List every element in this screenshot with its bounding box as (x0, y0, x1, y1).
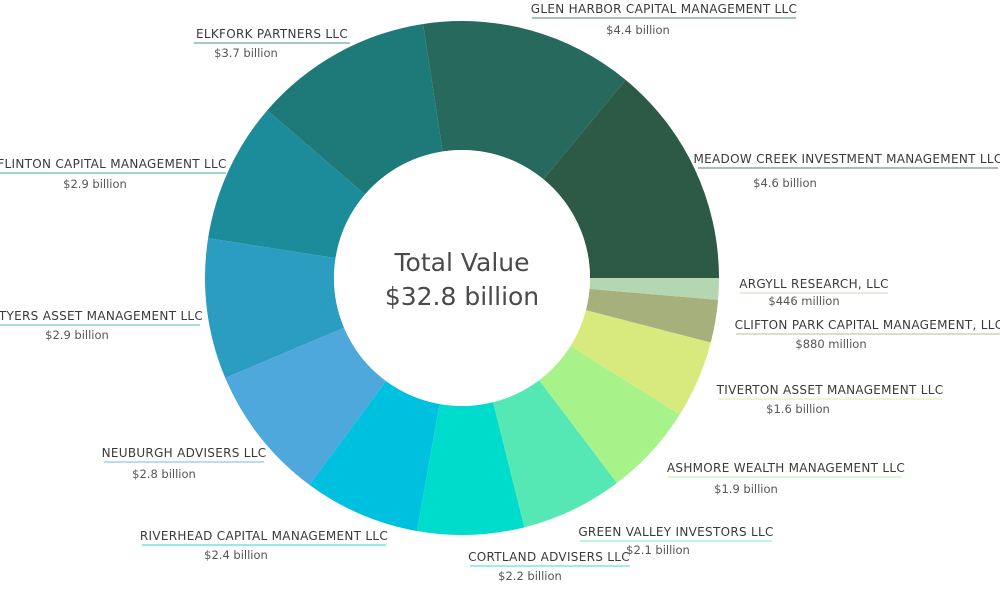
slice-label-group: FLINTON CAPITAL MANAGEMENT LLC $2.9 billi… (0, 157, 227, 191)
slice-label-name: TIVERTON ASSET MANAGEMENT LLC (716, 383, 944, 397)
slice-label-value: $3.7 billion (214, 46, 278, 60)
slice-label-name: ELKFORK PARTNERS LLC (196, 27, 348, 41)
slice-label-group: NEUBURGH ADVISERS LLC $2.8 billion (102, 446, 267, 481)
slice-label-group: ELKFORK PARTNERS LLC $3.7 billion (194, 27, 350, 60)
slice-label-value: $4.4 billion (606, 23, 670, 37)
slice-label-value: $446 million (768, 294, 839, 308)
donut-slice[interactable] (309, 381, 440, 532)
slice-label-group: ARGYLL RESEARCH, LLC $446 million (739, 277, 889, 308)
slice-label-name: MEADOW CREEK INVESTMENT MANAGEMENT LLC (693, 152, 1000, 166)
slice-label-group: MEADOW CREEK INVESTMENT MANAGEMENT LLC $4… (693, 152, 1000, 190)
donut-slice[interactable] (423, 21, 626, 180)
slice-label-value: $1.9 billion (714, 482, 778, 496)
slice-label-name: ASHMORE WEALTH MANAGEMENT LLC (667, 461, 905, 475)
slice-label-name: CLIFTON PARK CAPITAL MANAGEMENT, LLC (735, 318, 1000, 332)
slice-label-group: GREEN VALLEY INVESTORS LLC $2.1 billion (578, 525, 773, 557)
donut-slice[interactable] (208, 110, 365, 259)
slice-label-name: RIVERHEAD CAPITAL MANAGEMENT LLC (140, 529, 388, 543)
slice-label-value: $2.9 billion (45, 328, 109, 342)
slice-label-group: ASHMORE WEALTH MANAGEMENT LLC $1.9 billio… (667, 461, 905, 496)
slice-label-value: $2.1 billion (626, 543, 690, 557)
slice-label-name: GREEN VALLEY INVESTORS LLC (578, 525, 773, 539)
slice-label-name: FLINTON CAPITAL MANAGEMENT LLC (0, 157, 227, 171)
donut-slice[interactable] (493, 380, 617, 528)
donut-slice[interactable] (589, 278, 719, 300)
slice-label-group: TIVERTON ASSET MANAGEMENT LLC $1.6 billio… (716, 383, 944, 416)
slice-label-name: ARGYLL RESEARCH, LLC (739, 277, 889, 291)
slice-label-name: GLEN HARBOR CAPITAL MANAGEMENT LLC (531, 2, 797, 16)
slice-label-name: CORTLAND ADVISERS LLC (468, 550, 630, 564)
slice-label-group: CORTLAND ADVISERS LLC $2.2 billion (468, 550, 630, 583)
donut-slice[interactable] (417, 402, 525, 535)
slice-label-value: $1.6 billion (766, 402, 830, 416)
donut-slice[interactable] (539, 345, 680, 484)
center-title: Total Value (394, 248, 530, 277)
donut-slice[interactable] (585, 288, 719, 343)
slice-label-value: $880 million (795, 337, 866, 351)
slice-label-group: GLEN HARBOR CAPITAL MANAGEMENT LLC $4.4 b… (531, 2, 797, 37)
slice-label-group: TYERS ASSET MANAGEMENT LLC $2.9 billion (0, 309, 203, 342)
slice-label-name: NEUBURGH ADVISERS LLC (102, 446, 267, 460)
slice-label-value: $2.8 billion (132, 467, 196, 481)
donut-hole (334, 150, 590, 406)
slice-label-value: $2.4 billion (204, 548, 268, 562)
slice-label-name: TYERS ASSET MANAGEMENT LLC (0, 309, 203, 323)
slice-label-group: RIVERHEAD CAPITAL MANAGEMENT LLC $2.4 bil… (140, 529, 388, 562)
slice-label-value: $2.2 billion (498, 569, 562, 583)
donut-slice[interactable] (267, 23, 443, 195)
donut-slice[interactable] (570, 310, 711, 415)
donut-slice[interactable] (543, 79, 719, 278)
slice-label-value: $2.9 billion (63, 177, 127, 191)
slice-label-value: $4.6 billion (753, 176, 817, 190)
donut-slice[interactable] (225, 327, 387, 485)
center-total-value: $32.8 billion (385, 282, 539, 311)
slice-label-group: CLIFTON PARK CAPITAL MANAGEMENT, LLC $880… (735, 318, 1000, 351)
donut-slice[interactable] (205, 238, 345, 378)
